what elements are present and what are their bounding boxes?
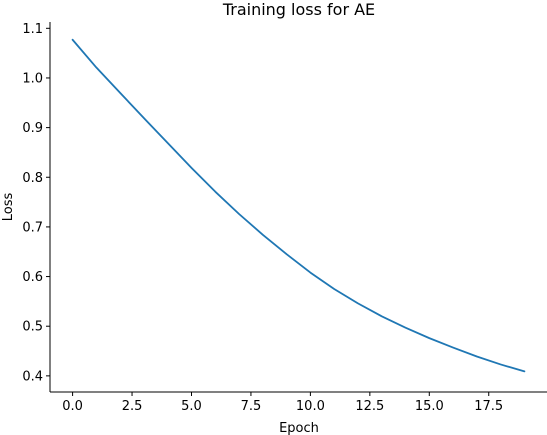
x-axis-ticks: 0.0 2.5 5.0 7.5 10.0 12.5 15.0 17.5 [62,392,503,414]
x-tick-label: 10.0 [296,399,325,414]
x-tick-label: 12.5 [355,399,384,414]
y-tick-label: 1.0 [22,71,43,86]
series-layer [71,38,526,373]
loss-series-line [71,38,526,373]
x-tick-label: 0.0 [62,399,83,414]
x-tick-label: 17.5 [474,399,503,414]
x-tick-label: 15.0 [415,399,444,414]
x-tick-label: 2.5 [122,399,143,414]
y-tick-label: 0.8 [22,171,43,186]
y-tick-label: 0.5 [22,320,43,335]
y-tick-label: 0.9 [22,121,43,136]
y-axis-label: Loss [1,193,16,222]
x-axis-label: Epoch [279,421,319,435]
y-tick-label: 0.7 [22,220,43,235]
y-tick-label: 0.4 [22,369,43,384]
axes [49,22,547,393]
x-tick-label: 7.5 [241,399,262,414]
y-tick-label: 1.1 [22,22,43,37]
y-tick-label: 0.6 [22,270,43,285]
y-axis-ticks: 0.4 0.5 0.6 0.7 0.8 0.9 1.0 1.1 [22,22,50,384]
chart-title: Training loss for AE [222,0,375,19]
x-tick-label: 5.0 [181,399,202,414]
